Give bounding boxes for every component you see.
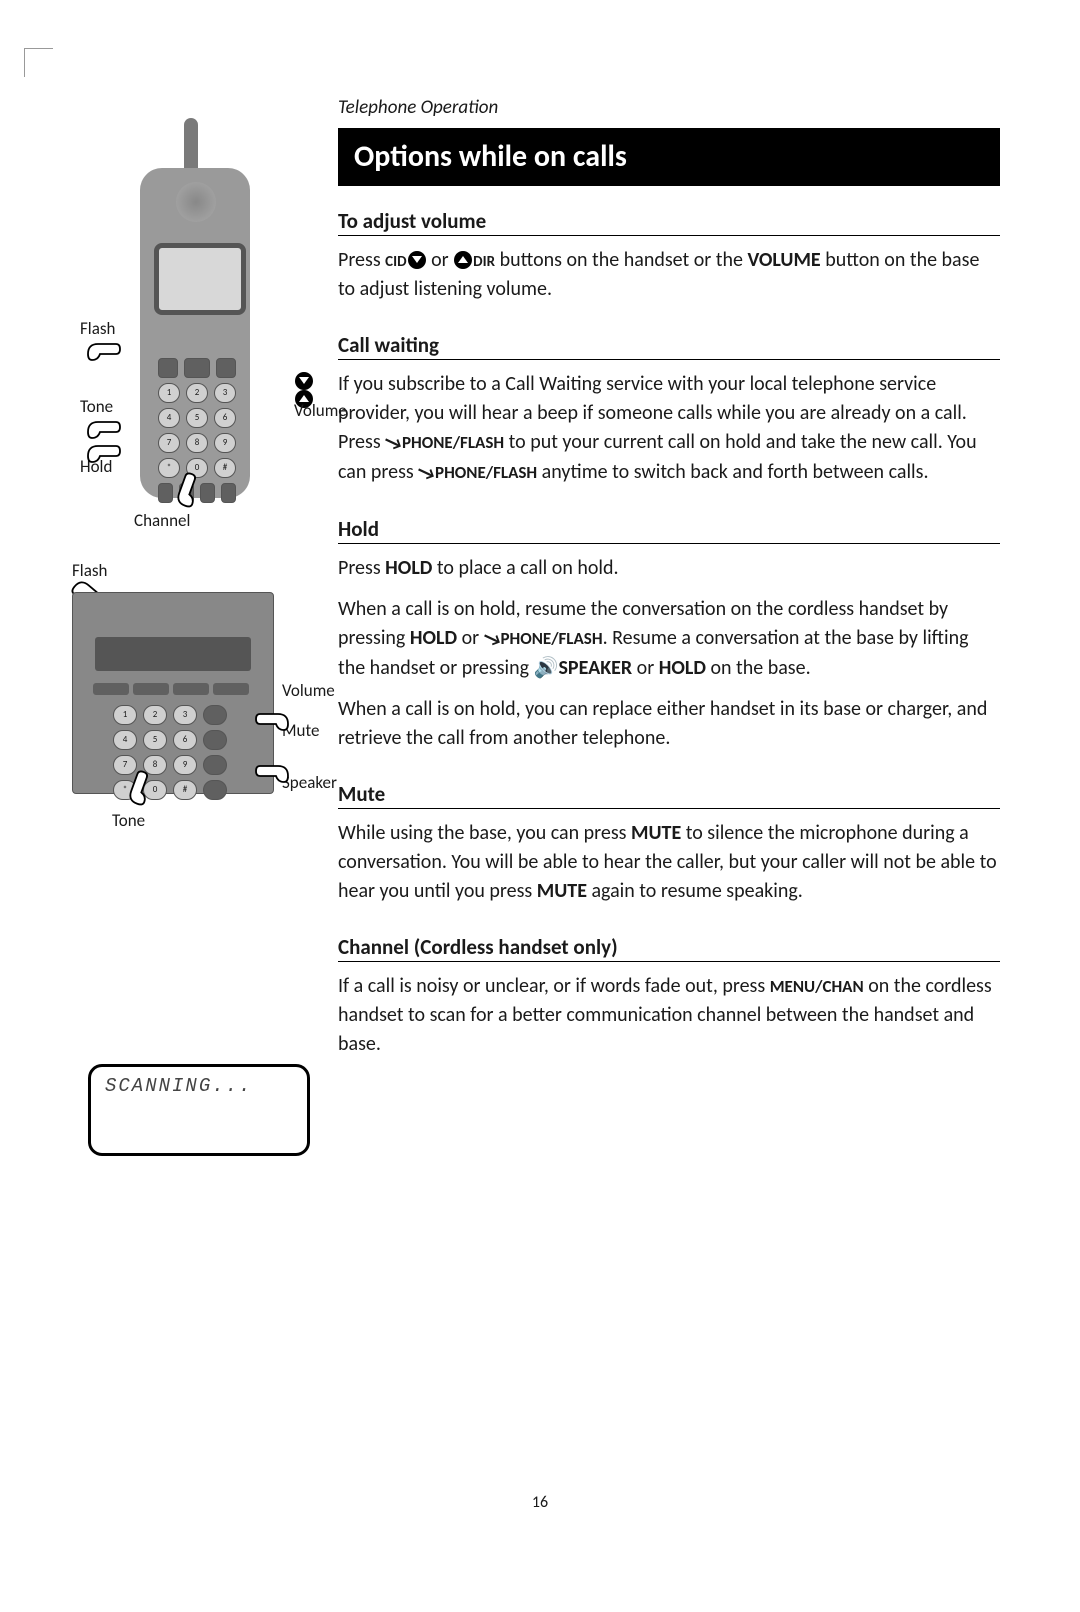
- callout-channel: Channel: [134, 510, 190, 531]
- heading-channel: Channel (Cordless handset only): [338, 934, 1000, 962]
- lcd-text: SCANNING...: [105, 1075, 293, 1097]
- scanning-illustration: SCANNING...: [88, 1064, 312, 1164]
- heading-volume: To adjust volume: [338, 208, 1000, 236]
- heading-callwaiting: Call waiting: [338, 332, 1000, 360]
- page-title: Options while on calls: [338, 128, 1000, 186]
- callout-volume-base: Volume: [282, 680, 335, 701]
- pointing-hand-icon: [254, 758, 290, 784]
- content-column: To adjust volume Press CID or DIR button…: [338, 200, 1000, 1071]
- handset-earpiece: [176, 182, 216, 222]
- heading-mute: Mute: [338, 781, 1000, 809]
- base-body: 123 456 789 *0#: [72, 592, 274, 794]
- callout-speaker-base: Speaker: [282, 772, 337, 793]
- up-arrow-icon: [454, 251, 472, 269]
- down-arrow-icon: [295, 372, 313, 390]
- para-hold-3: When a call is on hold, you can replace …: [338, 695, 1000, 753]
- callout-tone-base: Tone: [112, 810, 145, 831]
- base-screen: [95, 637, 251, 671]
- section-header: Telephone Operation: [338, 96, 498, 119]
- pointing-hand-icon: [86, 336, 122, 362]
- manual-page: Telephone Operation Options while on cal…: [0, 0, 1080, 1612]
- base-illustration: Flash 123 456 789 *0# Volume Mute Speake…: [72, 560, 327, 860]
- para-channel: If a call is noisy or unclear, or if wor…: [338, 972, 1000, 1059]
- speaker-icon: 🔊: [534, 656, 559, 680]
- lcd-display-box: SCANNING...: [88, 1064, 310, 1156]
- para-callwaiting: If you subscribe to a Call Waiting servi…: [338, 370, 1000, 488]
- pointing-hand-icon: [254, 706, 290, 732]
- pointing-hand-icon: [86, 414, 122, 440]
- para-hold-1: Press HOLD to place a call on hold.: [338, 554, 1000, 583]
- heading-hold: Hold: [338, 516, 1000, 544]
- para-hold-2: When a call is on hold, resume the conve…: [338, 595, 1000, 683]
- para-mute: While using the base, you can press MUTE…: [338, 819, 1000, 906]
- pointing-hand-icon: [86, 438, 122, 464]
- base-button-row: [93, 683, 249, 695]
- crop-mark: [24, 48, 53, 77]
- down-arrow-icon: [408, 251, 426, 269]
- page-number: 16: [0, 1493, 1080, 1512]
- para-volume: Press CID or DIR buttons on the handset …: [338, 246, 1000, 304]
- handset-illustration: 123 456 789 *0# Volume Flash Tone Hold C…: [80, 118, 320, 528]
- handset-screen: [154, 243, 246, 315]
